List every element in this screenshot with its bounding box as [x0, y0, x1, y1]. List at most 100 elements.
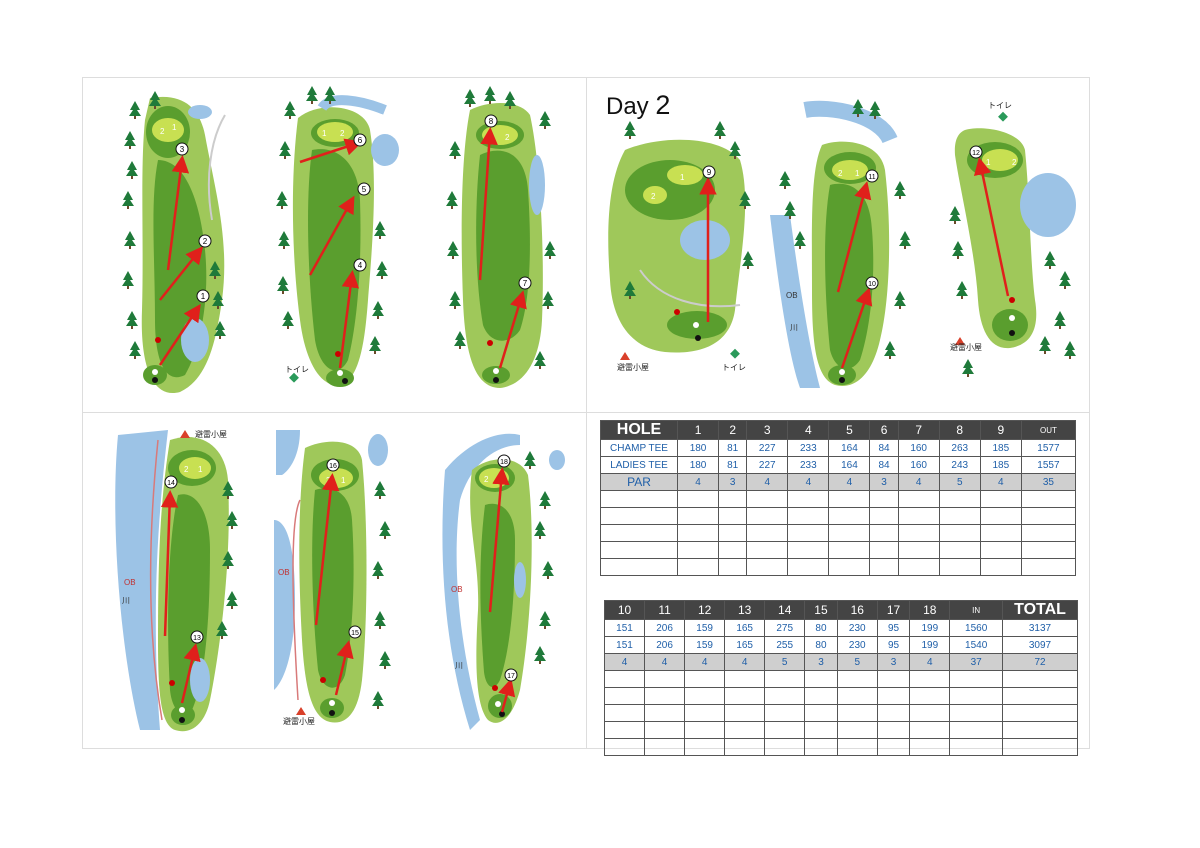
- shelter-label: 避雷小屋: [195, 429, 227, 439]
- hole-number: 17: [507, 673, 515, 680]
- hole-number: 8: [489, 117, 494, 126]
- score-cell: 164: [828, 456, 871, 474]
- score-cell: 4: [897, 473, 940, 491]
- scorecard-header-row: HOLE 1 2 3 4 5 6 7 8 9 OUT: [600, 420, 1077, 440]
- hole-number-badge: [326, 458, 340, 472]
- green: [667, 165, 703, 185]
- tee-marker: [335, 351, 341, 357]
- score-cell: 199: [909, 619, 951, 637]
- shot-arrow: [338, 270, 360, 369]
- shot-arrow: [840, 287, 873, 369]
- score-cell: 84: [869, 439, 899, 457]
- scorecard-row-par: 4 4 4 4 5 3 5 3 4 37 72: [603, 653, 1078, 671]
- score-cell: 4: [787, 473, 830, 491]
- green-number-left: 2: [184, 465, 189, 474]
- score-cell: 206: [644, 619, 686, 637]
- green-surround: [625, 160, 715, 220]
- shot-arrow: [180, 643, 201, 704]
- score-cell: 80: [804, 619, 838, 637]
- hole-number: 5: [362, 185, 367, 194]
- fairway: [308, 149, 361, 371]
- score-cell: 3: [718, 473, 748, 491]
- header-cell: 18: [909, 600, 951, 620]
- pond: [368, 434, 388, 466]
- tee-marker: [155, 337, 161, 343]
- shot-arrow: [498, 290, 527, 369]
- shelter-label: 避雷小屋: [617, 362, 649, 372]
- score-cell: 4: [828, 473, 871, 491]
- pond: [371, 134, 399, 166]
- hole-map-10-11: 2 1 10 11 OB 川: [770, 99, 911, 388]
- score-cell: 165: [724, 619, 766, 637]
- header-cell: 12: [684, 600, 726, 620]
- pond: [188, 105, 212, 119]
- header-cell: TOTAL: [1002, 600, 1078, 620]
- shelter-icon: [955, 337, 965, 345]
- ob-label: OB: [451, 585, 463, 594]
- toilet-label: トイレ: [285, 365, 309, 374]
- day-label-number: 2: [655, 90, 671, 120]
- tee-marker: [695, 335, 701, 341]
- scorecard-row-champ-tee: CHAMP TEE 180 81 227 233 164 84 160 263 …: [600, 439, 1077, 457]
- blank-row: [600, 524, 1077, 542]
- header-cell: 3: [746, 420, 789, 440]
- blank-row: [600, 541, 1077, 559]
- header-cell: 1: [676, 420, 720, 440]
- hole-number-badge: [196, 289, 210, 303]
- toilet-label: トイレ: [988, 101, 1012, 110]
- score-cell: 180: [676, 439, 720, 457]
- blank-row: [600, 507, 1077, 525]
- score-cell: 230: [836, 619, 878, 637]
- tee-marker: [693, 322, 699, 328]
- tee-marker: [839, 369, 845, 375]
- score-cell: 160: [897, 456, 940, 474]
- score-cell: 37: [949, 653, 1003, 671]
- shot-arrow: [299, 138, 363, 164]
- scorecard-row-ladies-tee: 151 206 159 165 255 80 230 95 199 1540 3…: [603, 636, 1078, 654]
- score-cell: 4: [746, 473, 789, 491]
- ob-line: [292, 499, 301, 701]
- hole-number-badge: [497, 454, 511, 468]
- hole-map-17-18: 2 1 17 18 OB 川: [442, 433, 565, 730]
- green-number-left: 2: [484, 475, 489, 484]
- vertical-divider: [586, 77, 587, 749]
- score-cell: 159: [684, 636, 726, 654]
- header-cell: 11: [644, 600, 686, 620]
- hole-number-badge: [164, 475, 178, 489]
- score-cell: 35: [1020, 473, 1077, 491]
- score-cell: 233: [787, 456, 830, 474]
- tee-marker: [342, 378, 348, 384]
- score-cell: 199: [909, 636, 951, 654]
- scorecard-front-nine: HOLE 1 2 3 4 5 6 7 8 9 OUT CHAMP TEE 180…: [600, 420, 1077, 576]
- tee-marker: [839, 377, 845, 383]
- hole-map-9: 1 2 9 避雷小屋 トイレ: [608, 121, 754, 372]
- hole-number: 16: [329, 463, 337, 470]
- tee-marker: [1009, 315, 1015, 321]
- score-cell: 159: [684, 619, 726, 637]
- hole-map-1-3: 2 1 1 2 3: [122, 91, 226, 394]
- score-cell: 3097: [1002, 636, 1078, 654]
- row-label: CHAMP TEE: [600, 439, 678, 457]
- green-number-left: 2: [160, 127, 165, 136]
- hole-number: 15: [351, 630, 359, 637]
- tee-marker: [493, 368, 499, 374]
- green-number-right: 1: [341, 476, 346, 485]
- header-cell: 4: [787, 420, 830, 440]
- shot-arrow: [478, 127, 498, 281]
- header-cell: OUT: [1020, 420, 1077, 440]
- score-cell: 95: [876, 636, 911, 654]
- row-label: LADIES TEE: [600, 456, 678, 474]
- score-cell: 1560: [949, 619, 1003, 637]
- toilet-icon: [289, 372, 299, 383]
- hole-number: 4: [358, 261, 363, 270]
- hole-number-badge: [518, 276, 532, 290]
- river: [770, 215, 820, 388]
- hole-map-13-14: 2 1 13 14 避雷小屋 OB 川: [115, 429, 238, 732]
- toilet-icon: [730, 348, 740, 359]
- tee-marker: [152, 377, 158, 383]
- day-label: Day 2: [606, 90, 670, 121]
- tee-marker: [169, 680, 175, 686]
- hole-number-badge: [357, 182, 371, 196]
- cart-path: [639, 269, 741, 308]
